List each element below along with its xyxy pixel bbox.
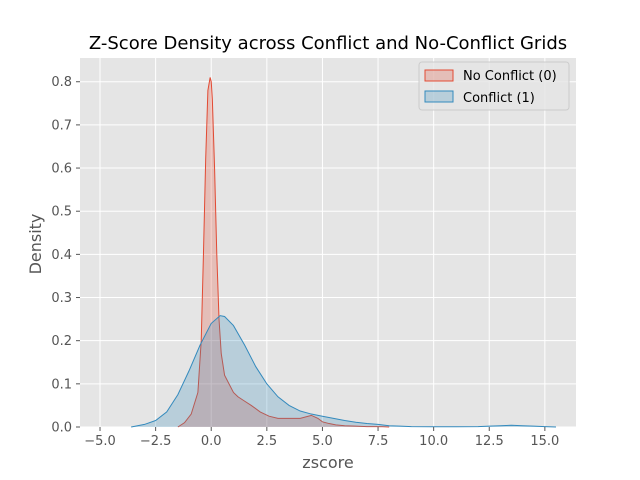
legend-swatch-conflict xyxy=(424,90,454,103)
x-tick-label: 5.0 xyxy=(312,434,333,449)
x-axis-label: zscore xyxy=(302,453,353,472)
x-tick-label: 15.0 xyxy=(530,434,559,449)
x-tick-label: 10.0 xyxy=(419,434,448,449)
density-area-conflict xyxy=(131,315,556,427)
y-tick-label: 0.8 xyxy=(51,75,72,90)
y-tick-label: 0.6 xyxy=(51,162,72,177)
x-tick-label: 0.0 xyxy=(201,434,222,449)
y-tick-label: 0.1 xyxy=(51,377,72,392)
x-tick-label: −5.0 xyxy=(84,434,116,449)
y-tick-label: 0.7 xyxy=(51,118,72,133)
legend-label-conflict: Conflict (1) xyxy=(463,91,535,106)
density-line-no-conflict xyxy=(177,77,390,428)
y-tick-label: 0.2 xyxy=(51,334,72,349)
chart-title: Z-Score Density across Conflict and No-C… xyxy=(89,33,567,54)
density-line-conflict xyxy=(131,315,556,428)
legend: No Conflict (0) Conflict (1) xyxy=(418,61,570,111)
y-tick-label: 0.5 xyxy=(51,205,72,220)
series-layer xyxy=(131,77,556,428)
x-tick-label: 2.5 xyxy=(256,434,277,449)
x-tick-label: 12.5 xyxy=(475,434,504,449)
plot-area xyxy=(80,58,576,427)
x-tick-label: −2.5 xyxy=(140,434,172,449)
tick-layer: −5.0 −2.5 0.0 2.5 5.0 7.5 10.0 12.5 15.0 0.0 0.1 0.… xyxy=(51,75,559,449)
y-tick-label: 0.3 xyxy=(51,291,72,306)
x-tick-label: 7.5 xyxy=(368,434,389,449)
legend-frame xyxy=(418,61,570,111)
legend-label-no-conflict: No Conflict (0) xyxy=(463,69,557,84)
y-tick-label: 0.0 xyxy=(51,421,72,436)
y-axis-label: Density xyxy=(26,214,45,275)
density-area-no-conflict xyxy=(177,77,390,428)
grid-lines xyxy=(80,58,576,428)
y-tick-label: 0.4 xyxy=(51,248,72,263)
legend-swatch-no-conflict xyxy=(424,69,454,82)
